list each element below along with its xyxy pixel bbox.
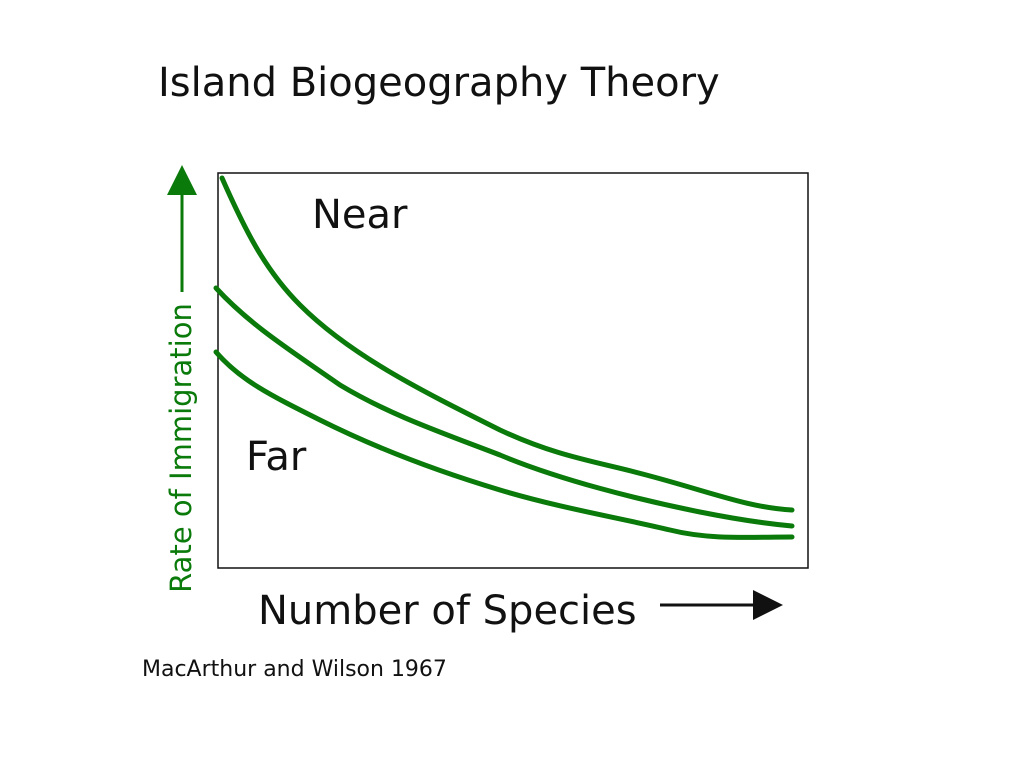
citation: MacArthur and Wilson 1967	[142, 657, 447, 682]
near-curve	[219, 175, 795, 513]
far-label: Far	[246, 434, 307, 480]
near-label: Near	[312, 192, 408, 238]
far-curve	[213, 349, 795, 540]
slide-title: Island Biogeography Theory	[158, 60, 720, 106]
middle-curve	[213, 285, 795, 529]
y-axis-label: Rate of Immigration	[164, 303, 198, 593]
x-axis-label: Number of Species	[258, 588, 637, 634]
plot-frame	[217, 172, 809, 569]
